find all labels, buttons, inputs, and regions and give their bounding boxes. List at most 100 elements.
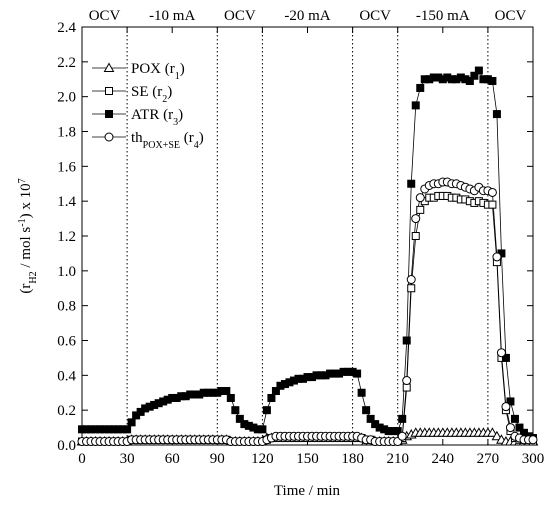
data-point bbox=[501, 353, 510, 362]
data-point bbox=[515, 423, 524, 432]
y-tick-label: 0.6 bbox=[57, 334, 76, 350]
data-point bbox=[411, 101, 420, 110]
series-line bbox=[82, 69, 534, 439]
y-tick-label: 1.6 bbox=[57, 159, 76, 175]
text-part: 3 bbox=[173, 117, 178, 128]
phase-label: -20 mA bbox=[284, 8, 330, 24]
y-tick-label: 1.2 bbox=[57, 229, 76, 245]
y-tick-label: 0.8 bbox=[57, 299, 76, 315]
phase-label: OCV bbox=[224, 8, 256, 24]
x-tick-label: 150 bbox=[296, 451, 319, 467]
y-tick-label: 2.4 bbox=[57, 20, 76, 36]
data-point bbox=[271, 387, 280, 396]
legend-marker bbox=[103, 62, 115, 72]
y-tick-label: 0.2 bbox=[57, 403, 76, 419]
data-point bbox=[406, 275, 416, 285]
y-tick-label: 0.4 bbox=[57, 368, 76, 384]
text-part: POX (r bbox=[131, 61, 175, 77]
legend-label: ATR (r3) bbox=[131, 107, 183, 128]
data-point bbox=[127, 418, 136, 427]
y-tick-label: 2.0 bbox=[57, 90, 76, 106]
legend-label: POX (r1) bbox=[131, 61, 185, 82]
text-part: ATR (r bbox=[131, 107, 173, 123]
data-point bbox=[262, 406, 271, 415]
data-point bbox=[474, 66, 483, 75]
x-tick-label: 90 bbox=[210, 451, 225, 467]
text-part: ) bbox=[180, 61, 185, 77]
text-part: (r bbox=[180, 130, 194, 146]
x-tick-label: 180 bbox=[341, 451, 364, 467]
series-line bbox=[82, 181, 533, 442]
text-part: / mol s bbox=[18, 227, 34, 272]
data-point bbox=[491, 430, 503, 441]
data-point bbox=[407, 179, 416, 188]
data-point bbox=[123, 425, 132, 434]
text-part: (r bbox=[18, 284, 34, 294]
text-part: H2 bbox=[28, 271, 39, 283]
phase-label: -10 mA bbox=[149, 8, 195, 24]
data-point bbox=[510, 414, 519, 423]
data-point bbox=[402, 383, 411, 392]
x-tick-label: 270 bbox=[477, 451, 500, 467]
data-point bbox=[528, 435, 538, 445]
text-part: 4 bbox=[194, 140, 199, 151]
text-part: ) bbox=[199, 130, 204, 146]
data-point bbox=[222, 387, 231, 396]
phase-label: OCV bbox=[495, 8, 527, 24]
data-point bbox=[402, 336, 411, 345]
y-tick-label: 1.0 bbox=[57, 264, 76, 280]
data-point bbox=[492, 110, 501, 119]
text-part: POX+SE bbox=[143, 140, 180, 151]
data-point bbox=[465, 76, 474, 85]
data-point bbox=[393, 427, 402, 436]
text-part: SE (r bbox=[131, 84, 162, 100]
text-part: ) x 10 bbox=[18, 183, 34, 218]
data-point bbox=[501, 402, 511, 412]
data-point bbox=[357, 388, 366, 397]
data-point bbox=[487, 187, 497, 197]
data-point bbox=[488, 200, 497, 209]
data-point bbox=[496, 348, 506, 358]
data-point bbox=[492, 252, 502, 262]
data-point bbox=[488, 76, 497, 85]
data-point bbox=[487, 427, 498, 437]
data-point bbox=[362, 406, 371, 415]
data-point bbox=[235, 414, 244, 423]
data-point bbox=[402, 376, 412, 386]
x-tick-label: 240 bbox=[432, 451, 455, 467]
legend-label: thPOX+SE (r4) bbox=[131, 130, 204, 151]
text-part: ) bbox=[178, 107, 183, 123]
data-point bbox=[416, 205, 425, 214]
y-tick-label: 0.0 bbox=[57, 438, 76, 454]
text-part: ) bbox=[167, 84, 172, 100]
data-point bbox=[407, 284, 416, 293]
legend-marker bbox=[104, 132, 114, 142]
data-point bbox=[505, 423, 515, 433]
text-part: th bbox=[131, 130, 143, 146]
y-tick-label: 2.2 bbox=[57, 55, 76, 71]
text-part: 2 bbox=[162, 94, 167, 105]
text-part: 7 bbox=[17, 178, 28, 183]
phase-label: -150 mA bbox=[416, 8, 470, 24]
legend-marker bbox=[105, 110, 113, 118]
data-point bbox=[416, 83, 425, 92]
y-axis-label: (rH2 / mol s-1) x 107 bbox=[17, 178, 39, 293]
data-point bbox=[353, 369, 362, 378]
x-tick-label: 300 bbox=[522, 451, 545, 467]
x-tick-label: 60 bbox=[165, 451, 180, 467]
data-point bbox=[411, 214, 421, 224]
data-point bbox=[226, 393, 235, 402]
y-tick-label: 1.8 bbox=[57, 125, 76, 141]
text-part: -1 bbox=[17, 218, 28, 226]
legend-label: SE (r2) bbox=[131, 84, 172, 105]
data-point bbox=[398, 414, 407, 423]
data-point bbox=[231, 406, 240, 415]
data-point bbox=[470, 71, 479, 80]
y-tick-label: 1.4 bbox=[57, 194, 76, 210]
data-point bbox=[366, 414, 375, 423]
data-point bbox=[415, 193, 425, 203]
legend-marker bbox=[105, 87, 113, 95]
x-tick-label: 30 bbox=[120, 451, 135, 467]
x-axis-label: Time / min bbox=[274, 483, 341, 499]
